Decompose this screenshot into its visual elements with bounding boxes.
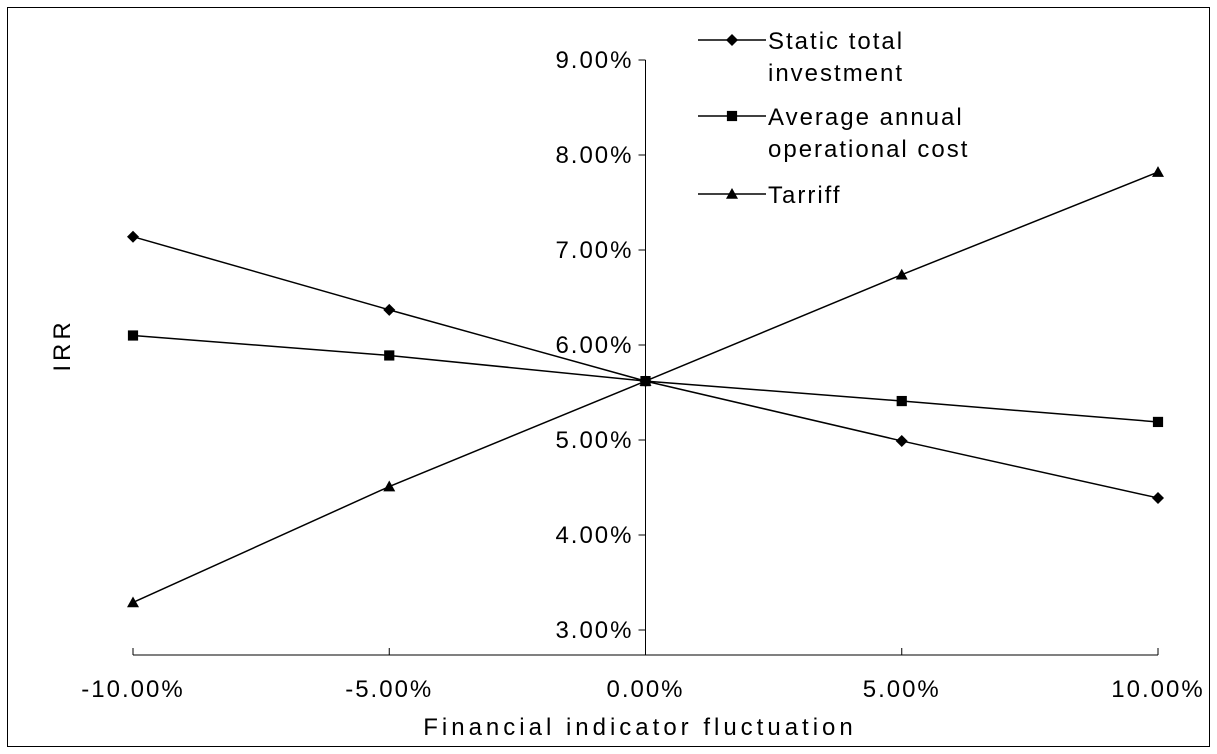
data-point-triangle: [127, 596, 139, 608]
y-tick-label: 6.00%: [555, 332, 633, 359]
legend-label: investment: [768, 60, 904, 87]
x-axis-title: Financial indicator fluctuation: [423, 714, 857, 741]
legend-item: Static total investment: [698, 28, 904, 87]
x-tick-label: 0.00%: [606, 676, 684, 703]
y-tick-label: 3.00%: [555, 617, 633, 644]
legend-label: operational cost: [768, 136, 969, 163]
y-tick-label: 4.00%: [555, 522, 633, 549]
legend: Static total investment Average annual oper…: [698, 28, 969, 209]
axes: -10.00% -5.00% 0.00% 5.00% 10.00% 3.00% 4.00%…: [81, 47, 1204, 703]
data-point-square: [1152, 416, 1164, 428]
data-point-square: [127, 330, 139, 341]
data-point-triangle: [639, 375, 652, 386]
legend-item: Tarriff: [698, 182, 842, 209]
y-ticks: 3.00% 4.00% 5.00% 6.00% 7.00% 8.00% 9.00%: [555, 47, 646, 644]
legend-marker-diamond: [726, 34, 738, 46]
series-layer: [127, 166, 1164, 608]
data-point-diamond: [127, 230, 139, 243]
y-tick-label: 5.00%: [555, 427, 633, 454]
x-tick-label: 10.00%: [1111, 676, 1204, 703]
y-axis-title: IRR: [49, 318, 76, 371]
data-point-square: [384, 350, 395, 361]
data-point-diamond: [895, 434, 908, 447]
legend-label: Average annual: [768, 104, 964, 131]
y-tick-label: 7.00%: [555, 237, 633, 264]
data-point-triangle: [895, 268, 908, 280]
y-tick-label: 8.00%: [555, 142, 633, 169]
x-tick-label: -5.00%: [345, 676, 433, 703]
legend-item: Average annual operational cost: [698, 104, 969, 163]
data-point-square: [896, 395, 907, 407]
data-point-diamond: [1152, 491, 1164, 504]
data-point-triangle: [383, 480, 396, 492]
legend-marker-square: [726, 110, 738, 122]
series-triangle: [127, 166, 1164, 608]
legend-marker-triangle: [726, 188, 738, 199]
legend-label: Tarriff: [768, 182, 842, 209]
y-tick-label: 9.00%: [555, 47, 633, 74]
x-ticks: -10.00% -5.00% 0.00% 5.00% 10.00%: [81, 648, 1204, 703]
data-point-diamond: [383, 303, 396, 316]
data-point-triangle: [1152, 166, 1164, 177]
legend-label: Static total: [768, 28, 904, 55]
x-tick-label: 5.00%: [863, 676, 941, 703]
x-tick-label: -10.00%: [81, 676, 184, 703]
